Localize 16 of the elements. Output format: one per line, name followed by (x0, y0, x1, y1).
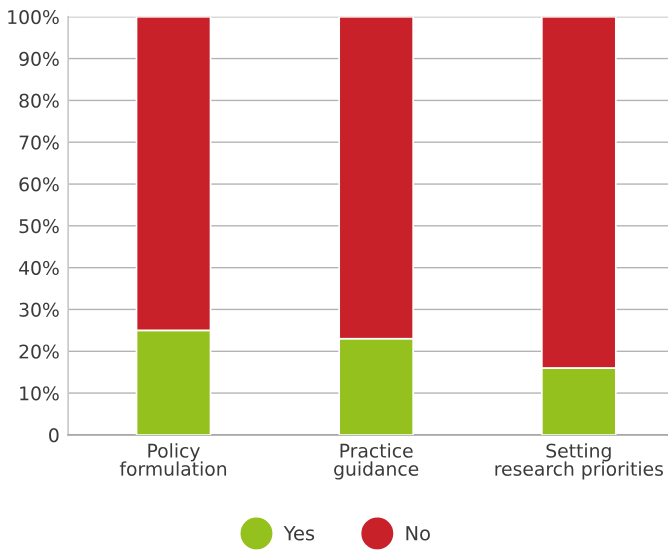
y-tick-label: 30% (20, 302, 59, 317)
y-tick-label: 80% (19, 94, 59, 108)
y-tick-label: 20% (20, 344, 59, 359)
y-tick-label: 70% (20, 135, 59, 150)
legend-label: Yes (284, 526, 314, 541)
y-tick-label: 10% (20, 386, 59, 400)
y-tick-label: 100% (8, 10, 59, 24)
x-tick-label: Policy formulation (120, 443, 226, 476)
x-tick-label: Practice guidance (334, 443, 418, 480)
y-tick-label: 60% (19, 177, 59, 192)
y-tick-label: 90% (19, 52, 59, 66)
y-tick-label: 0 (49, 428, 59, 442)
x-tick-label: Setting research priorities (495, 443, 663, 480)
y-tick-label: 40% (19, 260, 59, 276)
y-tick-label: 50% (20, 219, 59, 234)
legend-label: No (406, 526, 430, 541)
